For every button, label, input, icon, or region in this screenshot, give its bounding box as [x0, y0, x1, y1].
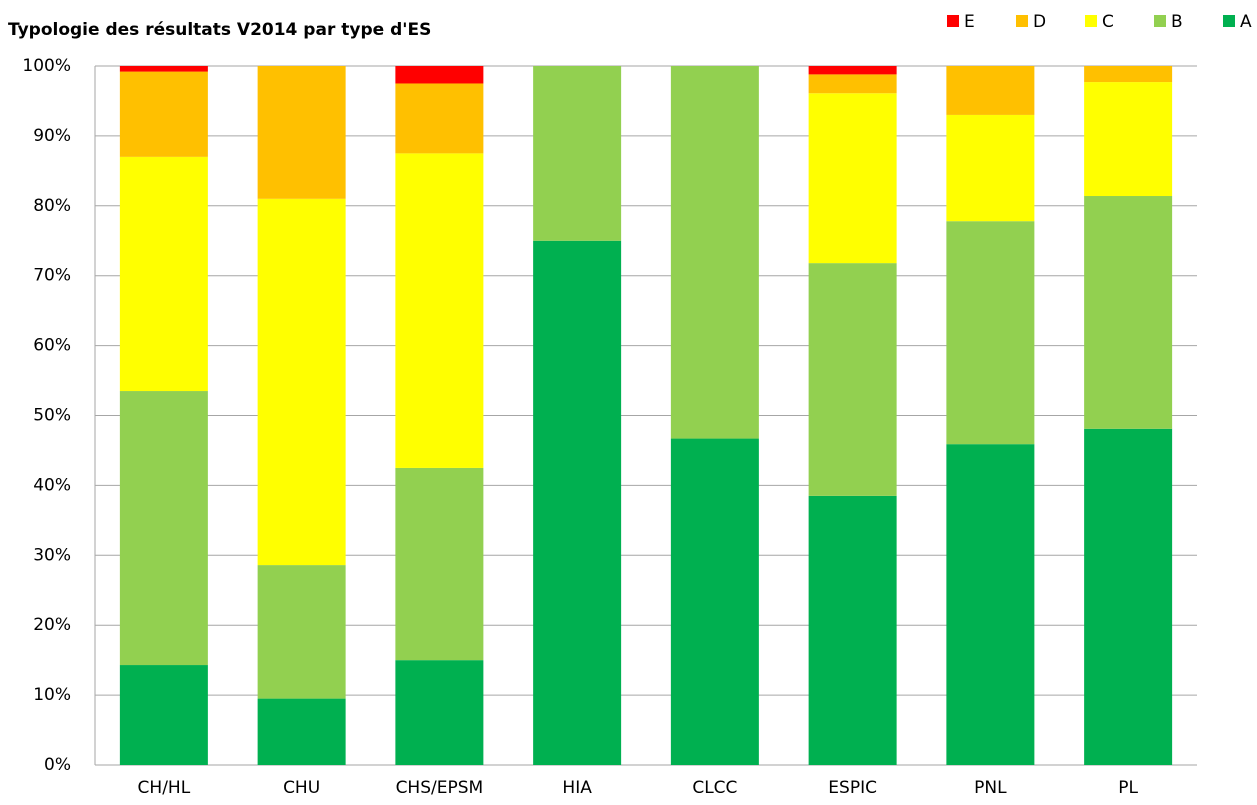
- bar-segment: [119, 391, 208, 666]
- bar-segment: [670, 438, 759, 765]
- y-tick-label: 20%: [33, 615, 71, 635]
- y-tick-label: 30%: [33, 545, 71, 565]
- bar-segment: [808, 74, 897, 94]
- x-tick-label: CLCC: [692, 778, 737, 798]
- bar-segment: [119, 665, 208, 765]
- legend-label: E: [964, 12, 975, 32]
- bar-segment: [395, 66, 484, 84]
- legend-swatch: [1016, 15, 1028, 27]
- bar-segment: [119, 66, 208, 72]
- y-tick-label: 100%: [22, 56, 71, 76]
- y-tick-label: 70%: [33, 266, 71, 286]
- bar-segment: [946, 114, 1035, 222]
- legend-swatch: [947, 15, 959, 27]
- x-tick-label: PNL: [974, 778, 1007, 798]
- bar-segment: [257, 198, 346, 566]
- y-tick-label: 40%: [33, 475, 71, 495]
- bar-segment: [1084, 428, 1173, 765]
- bar-segment: [946, 221, 1035, 445]
- bar-segment: [808, 495, 897, 765]
- bar-segment: [257, 66, 346, 199]
- bar-segment: [395, 660, 484, 765]
- bar-segment: [257, 565, 346, 699]
- legend-swatch: [1154, 15, 1166, 27]
- y-tick-label: 0%: [44, 755, 71, 775]
- bar-segment: [533, 66, 622, 241]
- bar-segment: [1084, 196, 1173, 429]
- chart-title: Typologie des résultats V2014 par type d…: [8, 20, 431, 40]
- y-tick-label: 50%: [33, 406, 71, 426]
- legend-swatch: [1223, 15, 1235, 27]
- y-tick-label: 90%: [33, 126, 71, 146]
- x-tick-label: HIA: [562, 778, 592, 798]
- bar-segment: [257, 698, 346, 765]
- bar-segment: [808, 93, 897, 264]
- bar-segment: [808, 263, 897, 496]
- legend-label: A: [1240, 12, 1252, 32]
- bar-segment: [946, 66, 1035, 115]
- bar-segment: [395, 83, 484, 154]
- x-tick-label: CHU: [283, 778, 320, 798]
- legend-label: D: [1033, 12, 1046, 32]
- legend-swatch: [1085, 15, 1097, 27]
- y-tick-label: 60%: [33, 336, 71, 356]
- bar-segment: [808, 66, 897, 75]
- x-tick-label: PL: [1118, 778, 1138, 798]
- y-tick-label: 10%: [33, 685, 71, 705]
- bar-segment: [395, 153, 484, 468]
- x-tick-label: CHS/EPSM: [396, 778, 484, 798]
- bar-segment: [395, 467, 484, 661]
- bar-segment: [670, 66, 759, 439]
- x-tick-label: ESPIC: [828, 778, 877, 798]
- legend-label: B: [1171, 12, 1183, 32]
- y-tick-label: 80%: [33, 196, 71, 216]
- bar-segment: [1084, 82, 1173, 197]
- bar-segment: [946, 444, 1035, 765]
- bar-segment: [533, 240, 622, 765]
- bar-segment: [119, 156, 208, 392]
- x-tick-label: CH/HL: [138, 778, 191, 798]
- legend-label: C: [1102, 12, 1114, 32]
- bar-segment: [1084, 66, 1173, 83]
- bar-segment: [119, 71, 208, 157]
